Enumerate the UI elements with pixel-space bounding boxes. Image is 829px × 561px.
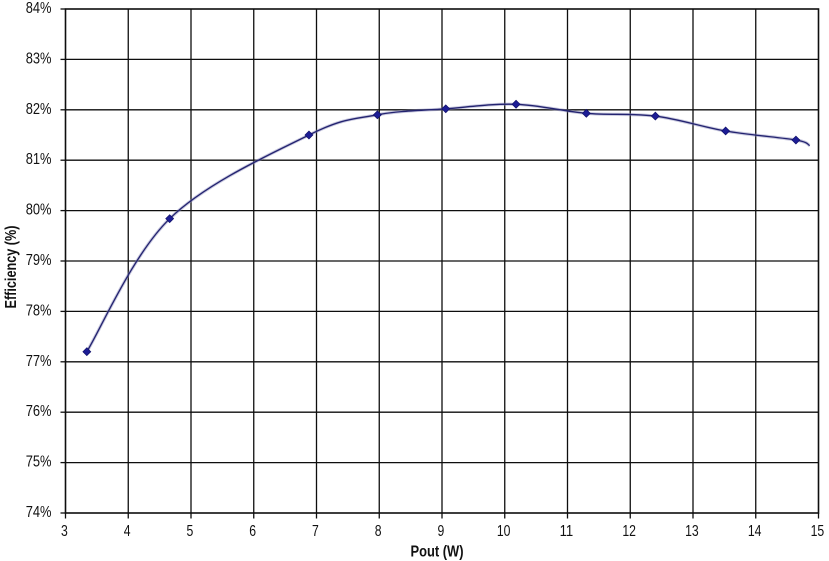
svg-text:10: 10: [497, 523, 511, 540]
svg-text:75%: 75%: [26, 454, 52, 471]
svg-text:13: 13: [685, 523, 699, 540]
svg-text:4: 4: [124, 523, 131, 540]
svg-text:79%: 79%: [26, 252, 52, 269]
svg-text:81%: 81%: [26, 151, 52, 168]
svg-text:9: 9: [438, 523, 445, 540]
svg-text:83%: 83%: [26, 50, 52, 67]
svg-text:12: 12: [622, 523, 636, 540]
svg-text:11: 11: [560, 523, 574, 540]
svg-text:6: 6: [249, 523, 256, 540]
svg-text:74%: 74%: [26, 504, 52, 521]
svg-text:Pout (W): Pout (W): [411, 544, 464, 561]
svg-text:76%: 76%: [26, 403, 52, 420]
svg-text:8: 8: [375, 523, 382, 540]
svg-text:80%: 80%: [26, 202, 52, 219]
svg-text:77%: 77%: [26, 353, 52, 370]
svg-text:7: 7: [312, 523, 319, 540]
svg-text:Efficiency (%): Efficiency (%): [3, 226, 20, 309]
svg-text:78%: 78%: [26, 302, 52, 319]
svg-text:5: 5: [187, 523, 194, 540]
svg-text:84%: 84%: [26, 0, 52, 17]
svg-text:82%: 82%: [26, 101, 52, 118]
svg-text:15: 15: [811, 523, 825, 540]
svg-text:3: 3: [61, 523, 68, 540]
svg-text:14: 14: [748, 523, 762, 540]
